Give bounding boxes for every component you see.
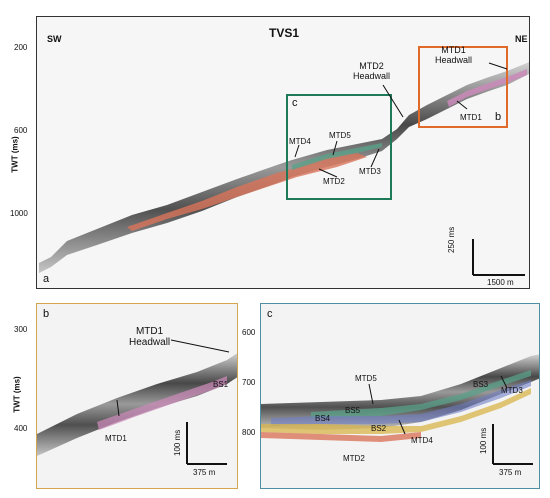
mtd2-body-c: [261, 432, 421, 442]
panel-c-y-tick: 800: [242, 428, 256, 437]
label-bs3: BS3: [473, 380, 489, 389]
panel-b-letter: b: [43, 308, 50, 320]
label-mtd1-headwall: MTD1 Headwall: [435, 45, 473, 65]
seafloor-reflector: [39, 62, 529, 273]
label-mtd4: MTD4: [289, 137, 311, 146]
label-bs2: BS2: [371, 424, 387, 433]
mtd5-body: [292, 143, 382, 170]
seismic-profile-a-graphic: [39, 46, 529, 276]
label-mtd1-b: MTD1: [105, 434, 127, 443]
label-mtd3-c: MTD3: [501, 386, 523, 395]
panel-c-letter: c: [267, 308, 273, 320]
panel-a-title: TVS1: [269, 26, 300, 40]
seismic-profile-panel-a: TVS1 SW NE a c b MTD1 Headwall MTD2 Head…: [36, 16, 530, 289]
scale-vertical-a: 250 ms: [447, 226, 456, 253]
panel-a-y-tick: 1000: [10, 209, 28, 218]
scale-vertical-b: 100 ms: [173, 429, 182, 456]
scale-bar-b: [186, 422, 227, 465]
scale-vertical-c: 100 ms: [479, 427, 488, 454]
mtd2-body: [127, 153, 367, 231]
panel-a-letter: a: [43, 273, 50, 285]
annotation-arrows: [294, 62, 508, 178]
panel-c-y-tick: 700: [242, 378, 256, 387]
panel-b-y-axis-label: TWT (ms): [12, 376, 22, 413]
label-mtd1: MTD1: [460, 113, 482, 122]
seismic-profile-c-graphic: [261, 354, 539, 465]
panel-a-y-tick: 200: [14, 43, 28, 52]
panel-a-y-tick: 600: [14, 126, 28, 135]
seismic-profile-b-graphic: [37, 339, 237, 465]
label-mtd3: MTD3: [359, 167, 381, 176]
mtd1-body-b: [97, 376, 227, 430]
box-c-outline: [286, 94, 392, 200]
panel-a-y-axis-label: TWT (ms): [10, 136, 20, 173]
label-mtd2: MTD2: [323, 177, 345, 186]
scale-horizontal-a: 1500 m: [487, 278, 514, 287]
panel-b-y-tick: 400: [14, 424, 28, 433]
label-mtd1-headwall-b: MTD1 Headwall: [129, 326, 171, 348]
direction-ne: NE: [515, 34, 528, 44]
label-bs4: BS4: [315, 414, 331, 423]
label-mtd2-headwall: MTD2 Headwall: [353, 61, 391, 81]
annotation-arrows-c: [368, 375, 508, 435]
mtd1-body: [447, 69, 527, 107]
label-mtd5-c: MTD5: [355, 374, 377, 383]
mtd4-body-c: [271, 380, 531, 426]
direction-sw: SW: [47, 34, 62, 44]
scale-bar-a: [472, 239, 525, 276]
mtd5-body-c: [311, 370, 531, 418]
annotation-arrows-b: [116, 339, 230, 417]
seismic-profile-panel-b: b MTD1 Headwall BS1 MTD1 100 ms 375 m: [36, 303, 238, 489]
label-mtd2-c: MTD2: [343, 454, 365, 463]
panel-b-y-tick: 300: [14, 325, 28, 334]
label-bs5: BS5: [345, 406, 361, 415]
label-mtd5: MTD5: [329, 131, 351, 140]
box-b-outline: [418, 46, 508, 128]
label-mtd4-c: MTD4: [411, 436, 433, 445]
scale-horizontal-c: 375 m: [499, 468, 522, 477]
scale-horizontal-b: 375 m: [193, 468, 216, 477]
label-bs1: BS1: [213, 380, 229, 389]
panel-c-y-tick: 600: [242, 328, 256, 337]
mtd3-body-c: [261, 388, 531, 434]
seafloor-reflector-b: [37, 353, 237, 456]
box-b-label: b: [495, 111, 502, 123]
seismic-profile-panel-c: c MTD5 BS5 BS4 BS2 BS3 MTD4 MTD3 MTD2 10…: [260, 303, 540, 489]
box-c-label: c: [292, 97, 298, 109]
scale-bar-c: [492, 424, 533, 465]
